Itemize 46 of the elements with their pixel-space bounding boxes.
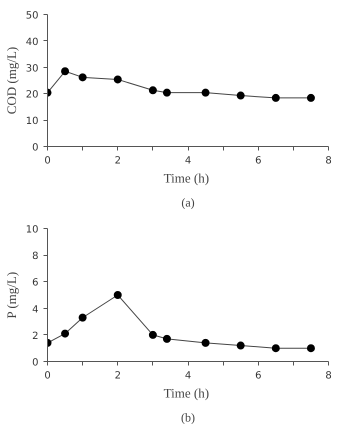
x-axis-title: Time (h) <box>164 170 210 186</box>
x-tick-label: 8 <box>325 370 332 382</box>
y-tick-label: 4 <box>32 304 39 316</box>
y-tick-label: 50 <box>26 10 39 22</box>
point <box>148 330 157 339</box>
y-tick-label: 6 <box>32 278 39 289</box>
text: (a) <box>181 196 195 210</box>
point <box>114 75 122 84</box>
y-axis-title: P (mg/L) <box>4 272 19 319</box>
y-tick-label: 10 <box>26 116 39 128</box>
x-tick-label: 2 <box>114 370 121 382</box>
y-tick-label: 30 <box>26 63 39 74</box>
y-axis-title: COD (mg/L) <box>4 46 19 114</box>
point <box>114 291 122 299</box>
point <box>202 338 210 347</box>
point <box>306 94 315 102</box>
x-tick-label: 6 <box>255 370 262 382</box>
point <box>236 342 245 350</box>
y-tick-label: 2 <box>32 330 39 342</box>
point <box>61 67 70 76</box>
point <box>272 344 280 352</box>
x-tick-label: 0 <box>44 156 51 166</box>
text: (b) <box>181 410 196 424</box>
y-tick-label: 20 <box>26 90 39 101</box>
x-tick-label: 6 <box>255 156 262 166</box>
point <box>236 92 245 100</box>
point <box>148 86 157 94</box>
y-tick-label: 10 <box>26 224 39 236</box>
y-tick-label: 40 <box>26 36 39 48</box>
x-tick-label: 2 <box>114 156 121 166</box>
point <box>162 88 171 97</box>
y-tick-label: 0 <box>32 142 39 154</box>
x-tick-label: 4 <box>184 156 192 166</box>
x-tick-label: 0 <box>44 370 51 382</box>
y-tick-label: 8 <box>32 251 39 262</box>
x-tick-label: 4 <box>184 370 192 382</box>
x-axis-title: Time (h) <box>164 386 210 400</box>
point <box>272 94 280 102</box>
point <box>78 314 87 322</box>
x-tick-label: 8 <box>325 156 332 166</box>
point <box>306 344 315 352</box>
point <box>202 88 210 97</box>
y-tick-label: 0 <box>32 358 39 368</box>
point <box>61 330 70 338</box>
point <box>78 73 87 82</box>
point <box>162 334 171 343</box>
